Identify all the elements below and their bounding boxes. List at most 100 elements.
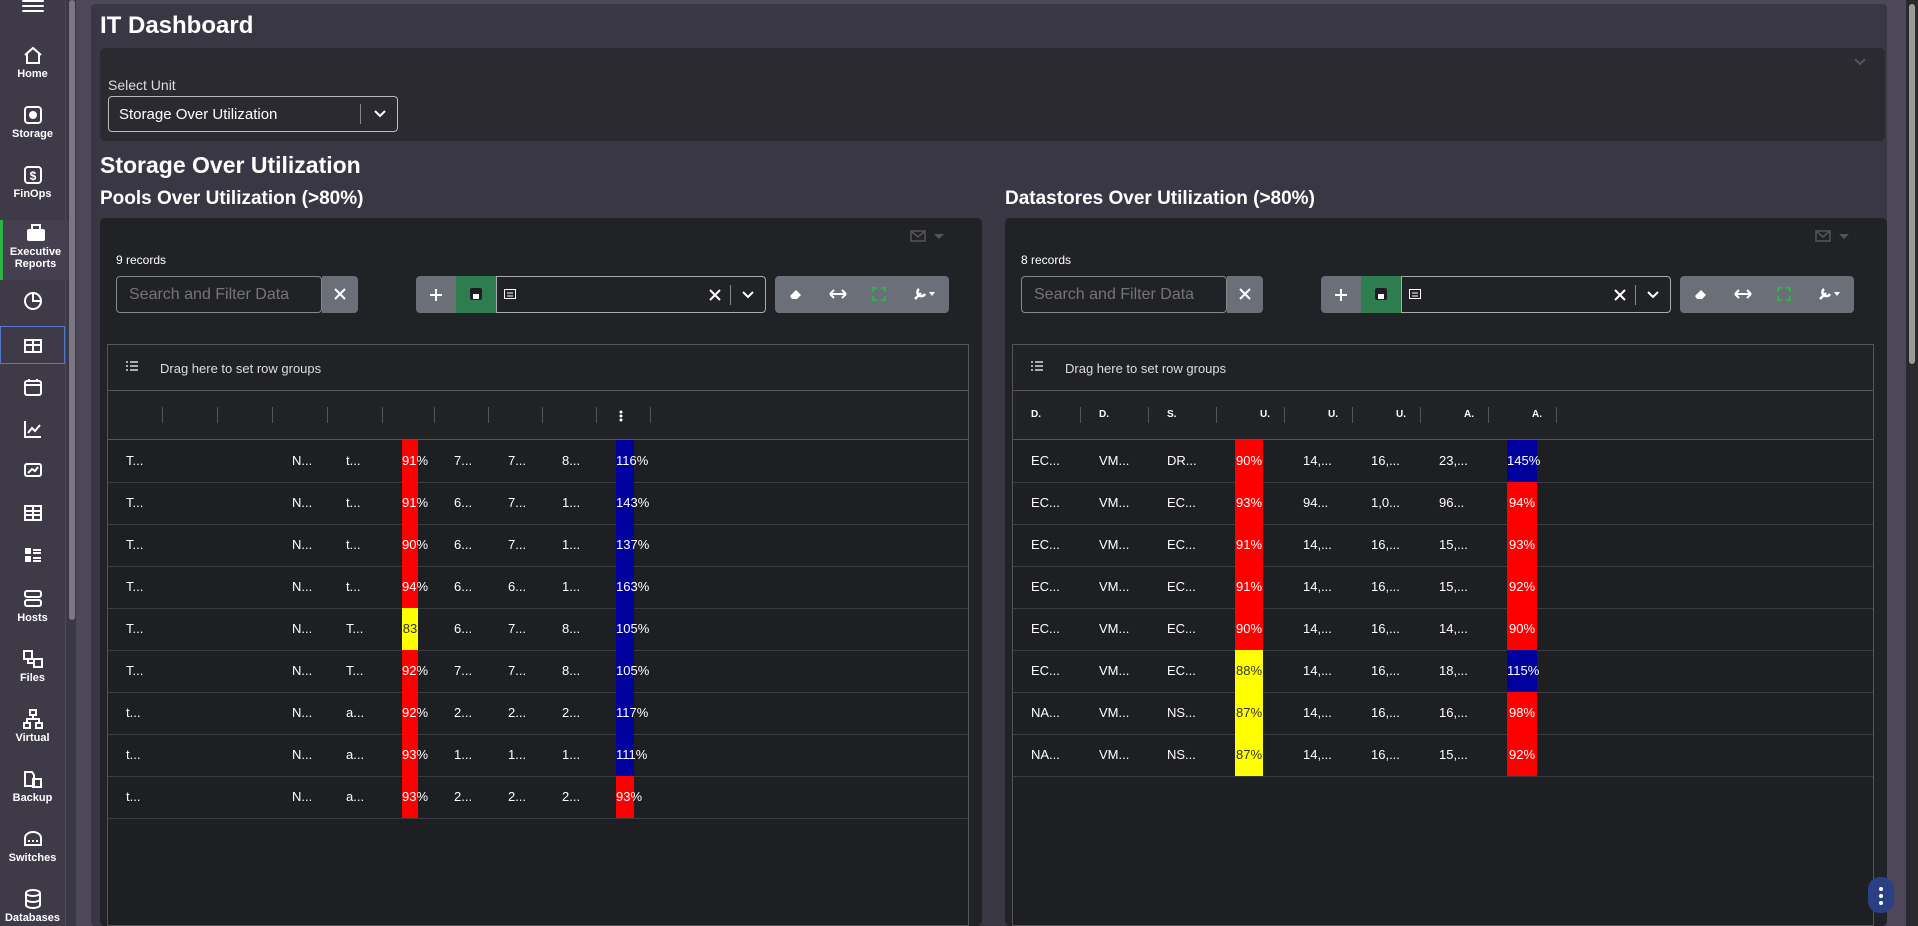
table-row[interactable]: EC... VM... DR... 90% 14,... 16,... 23,... 145% xyxy=(1013,440,1873,483)
table-cell: 8... xyxy=(562,621,581,636)
column-menu-icon[interactable] xyxy=(619,409,623,422)
sidebar-item-table[interactable] xyxy=(0,326,65,364)
allocation-cell: 92% xyxy=(1507,734,1537,776)
column-resize-handle[interactable] xyxy=(217,407,218,423)
sidebar-item-databases[interactable]: Databases xyxy=(0,888,65,924)
allocation-cell: 115% xyxy=(1507,650,1539,692)
sidebar-scrollbar-thumb[interactable] xyxy=(69,0,75,620)
column-resize-handle[interactable] xyxy=(272,407,273,423)
sidebar-item-dashboard-list[interactable] xyxy=(0,544,65,568)
save-view-button[interactable] xyxy=(1361,276,1401,313)
column-resize-handle[interactable] xyxy=(1420,407,1421,423)
sidebar-item-hosts[interactable]: Hosts xyxy=(0,588,65,624)
view-select[interactable] xyxy=(496,276,766,313)
column-resize-handle[interactable] xyxy=(327,407,328,423)
sidebar-item-switches[interactable]: Switches xyxy=(0,828,65,864)
table-row[interactable]: t... N... a... 93% 2... 2... 2... 93% xyxy=(108,776,968,819)
table-row[interactable]: T... N... T... 92% 7... 7... 8... 105% xyxy=(108,650,968,693)
column-header[interactable]: A. xyxy=(1532,409,1542,420)
pie-chart-icon xyxy=(23,292,42,310)
autosize-columns-button[interactable] xyxy=(1722,276,1764,313)
table-row[interactable]: EC... VM... EC... 90% 14,... 16,... 14,... 90% xyxy=(1013,608,1873,651)
column-header[interactable]: A. xyxy=(1464,409,1474,420)
sidebar-item-reports[interactable] xyxy=(0,460,65,484)
column-header[interactable]: U. xyxy=(1328,409,1338,420)
unit-select[interactable]: Storage Over Utilization xyxy=(108,96,398,132)
fullscreen-button[interactable] xyxy=(1764,276,1806,313)
clear-filters-button[interactable] xyxy=(775,276,817,313)
column-header[interactable]: U. xyxy=(1396,409,1406,420)
table-row[interactable]: NA... VM... NS... 87% 14,... 16,... 16,... 98% xyxy=(1013,692,1873,735)
clear-filters-button[interactable] xyxy=(1680,276,1722,313)
table-row[interactable]: T... N... t... 91% 6... 7... 1... 143% xyxy=(108,482,968,525)
close-icon[interactable] xyxy=(709,289,721,301)
settings-dropdown-button[interactable] xyxy=(1806,276,1854,313)
save-view-button[interactable] xyxy=(456,276,496,313)
sidebar-item-grid[interactable] xyxy=(0,502,65,526)
database-icon xyxy=(24,889,41,909)
close-icon[interactable] xyxy=(1614,289,1626,301)
column-resize-handle[interactable] xyxy=(382,407,383,423)
email-icon[interactable] xyxy=(910,229,954,243)
column-resize-handle[interactable] xyxy=(596,407,597,423)
sidebar-item-calendar[interactable] xyxy=(0,376,65,400)
sidebar-item-pie-chart[interactable] xyxy=(0,290,65,314)
sidebar-item-finops[interactable]: $ FinOps xyxy=(0,164,65,200)
add-button[interactable] xyxy=(416,276,456,313)
table-row[interactable]: T... N... T... 83 6... 7... 8... 105% xyxy=(108,608,968,651)
fullscreen-button[interactable] xyxy=(859,276,901,313)
table-cell: 2... xyxy=(562,789,581,804)
column-resize-handle[interactable] xyxy=(162,407,163,423)
table-row[interactable]: NA... VM... NS... 87% 14,... 16,... 15,... 92% xyxy=(1013,734,1873,777)
email-icon[interactable] xyxy=(1815,229,1859,243)
search-input[interactable] xyxy=(116,276,322,313)
table-row[interactable]: EC... VM... EC... 88% 14,... 16,... 18,... 115% xyxy=(1013,650,1873,693)
column-resize-handle[interactable] xyxy=(1080,407,1081,423)
more-options-button[interactable] xyxy=(1868,877,1894,913)
table-row[interactable]: t... N... a... 93% 1... 1... 1... 111% xyxy=(108,734,968,777)
add-button[interactable] xyxy=(1321,276,1361,313)
column-resize-handle[interactable] xyxy=(1284,407,1285,423)
sidebar-item-virtual[interactable]: Virtual xyxy=(0,708,65,744)
table-row[interactable]: EC... VM... EC... 91% 14,... 16,... 15,... 93% xyxy=(1013,524,1873,567)
column-header[interactable]: S. xyxy=(1167,409,1177,420)
table-row[interactable]: EC... VM... EC... 91% 14,... 16,... 15,... 92% xyxy=(1013,566,1873,609)
clear-search-button[interactable] xyxy=(1227,276,1263,313)
table-row[interactable]: EC... VM... EC... 93% 94... 1,0... 96... 94% xyxy=(1013,482,1873,525)
table-row[interactable]: T... N... t... 90% 6... 7... 1... 137% xyxy=(108,524,968,567)
sidebar-item-backup[interactable]: Backup xyxy=(0,768,65,804)
search-input[interactable] xyxy=(1021,276,1227,313)
view-select[interactable] xyxy=(1401,276,1671,313)
column-resize-handle[interactable] xyxy=(1352,407,1353,423)
column-header[interactable]: U. xyxy=(1260,409,1270,420)
row-group-bar[interactable]: Drag here to set row groups xyxy=(1013,345,1873,391)
table-row[interactable]: t... N... a... 92% 2... 2... 2... 117% xyxy=(108,692,968,735)
settings-dropdown-button[interactable] xyxy=(901,276,949,313)
column-resize-handle[interactable] xyxy=(542,407,543,423)
sidebar-item-files[interactable]: Files xyxy=(0,648,65,684)
table-cell: VM... xyxy=(1099,453,1130,468)
sidebar-item-storage[interactable]: Storage xyxy=(0,104,65,140)
clear-search-button[interactable] xyxy=(322,276,358,313)
sidebar-item-home[interactable]: Home xyxy=(0,44,65,80)
hamburger-menu-icon[interactable] xyxy=(22,0,44,14)
page-scrollbar[interactable] xyxy=(1906,0,1918,926)
table-row[interactable]: T... N... t... 91% 7... 7... 8... 116% xyxy=(108,440,968,483)
sidebar-item-line-chart[interactable] xyxy=(0,418,65,442)
column-header[interactable]: D. xyxy=(1099,409,1109,420)
column-resize-handle[interactable] xyxy=(1488,407,1489,423)
autosize-columns-button[interactable] xyxy=(817,276,859,313)
table-row[interactable]: T... N... t... 94% 6... 6... 1... 163% xyxy=(108,566,968,609)
row-group-bar[interactable]: Drag here to set row groups xyxy=(108,345,968,391)
column-resize-handle[interactable] xyxy=(1148,407,1149,423)
column-resize-handle[interactable] xyxy=(1556,407,1557,423)
sidebar-item-executive-reports[interactable]: Executive Reports xyxy=(0,220,68,280)
table-cell: N... xyxy=(292,537,313,552)
column-header[interactable]: D. xyxy=(1031,409,1041,420)
column-resize-handle[interactable] xyxy=(650,407,651,423)
column-resize-handle[interactable] xyxy=(488,407,489,423)
page-scrollbar-thumb[interactable] xyxy=(1909,4,1915,364)
column-resize-handle[interactable] xyxy=(434,407,435,423)
column-resize-handle[interactable] xyxy=(1216,407,1217,423)
panel-collapse-icon[interactable] xyxy=(1854,58,1866,66)
